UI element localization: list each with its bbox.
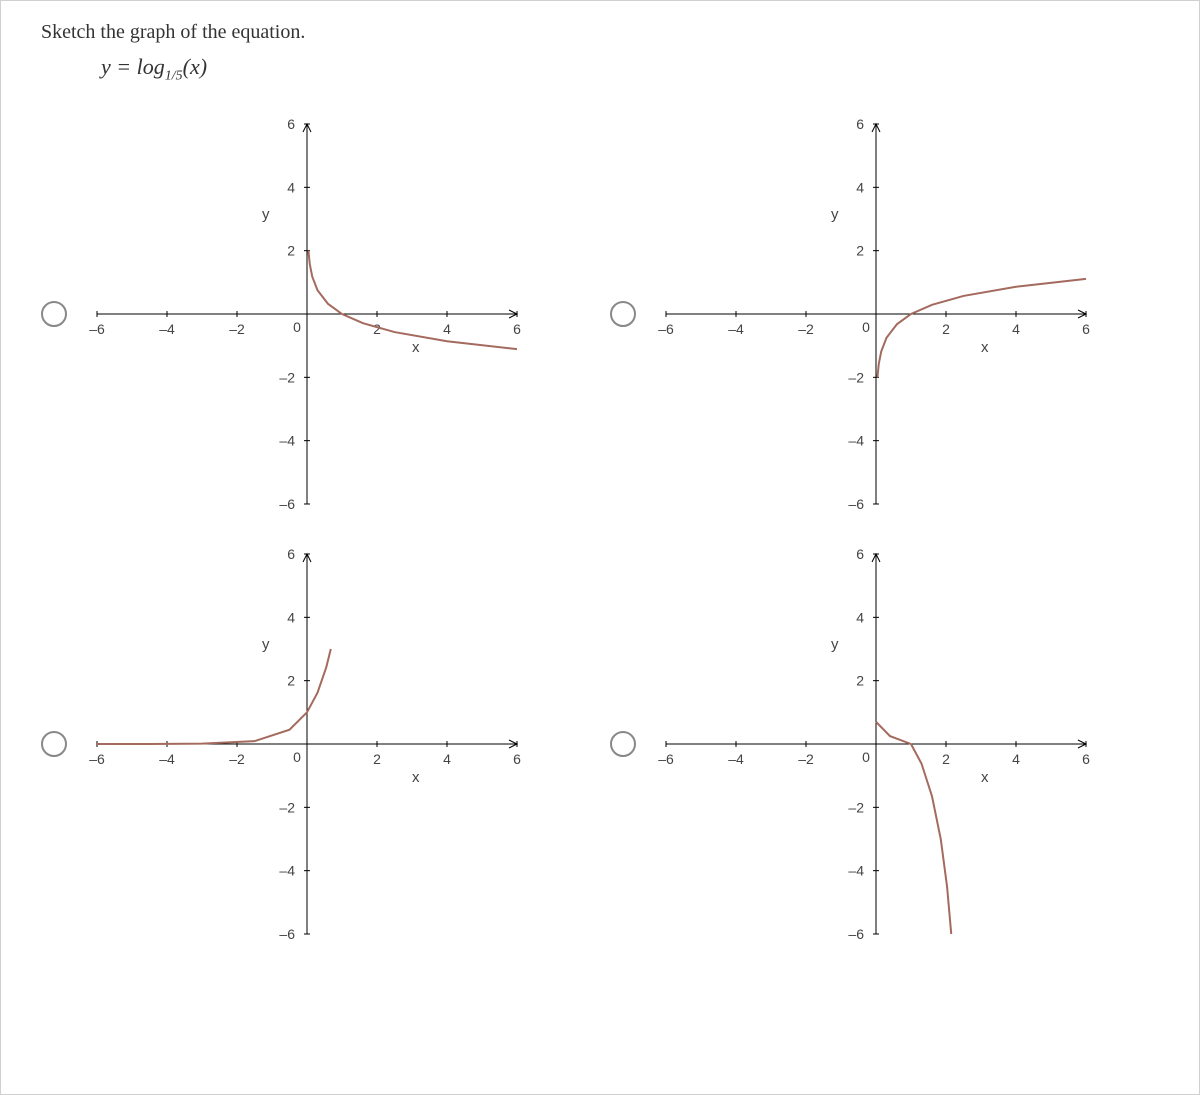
answer-option[interactable]: –6 –4 –2 2 4 6 –6 –4 –2 2 4 6 0 x y: [41, 544, 590, 944]
x-axis-label: x: [412, 769, 420, 786]
y-tick-label: 2: [287, 243, 295, 259]
origin-label: 0: [293, 749, 301, 765]
radio-button[interactable]: [610, 731, 636, 757]
x-tick-label: –6: [658, 751, 674, 767]
y-tick-label: 6: [287, 546, 295, 562]
x-axis-label: x: [412, 339, 420, 356]
y-tick-label: –2: [279, 800, 295, 816]
curve: [877, 279, 1086, 377]
x-tick-label: 4: [443, 751, 451, 767]
equation: y = log1/5(x): [101, 54, 1159, 84]
radio-button[interactable]: [610, 301, 636, 327]
x-tick-label: –6: [89, 321, 105, 337]
y-tick-label: –2: [848, 800, 864, 816]
y-tick-label: 4: [856, 180, 864, 196]
chart-svg: –6 –4 –2 2 4 6 –6 –4 –2 2 4 6 0 x y: [87, 544, 527, 944]
x-tick-label: –2: [798, 751, 814, 767]
answer-option[interactable]: –6 –4 –2 2 4 6 –6 –4 –2 2 4 6 0 x y: [610, 114, 1159, 514]
y-tick-label: 2: [856, 243, 864, 259]
x-tick-label: –2: [229, 751, 245, 767]
x-tick-label: –6: [658, 321, 674, 337]
y-tick-label: –4: [848, 863, 864, 879]
x-tick-label: 6: [513, 751, 521, 767]
chart-svg: –6 –4 –2 2 4 6 –6 –4 –2 2 4 6 0 x y: [656, 114, 1096, 514]
x-tick-label: 2: [942, 751, 950, 767]
x-tick-label: –2: [798, 321, 814, 337]
y-axis-label: y: [262, 206, 270, 223]
equation-arg: (x): [183, 54, 207, 79]
options-grid: –6 –4 –2 2 4 6 –6 –4 –2 2 4 6 0 x y –6 –4 –2 2 4 6 –6 –4 –2 2 4 6 0…: [41, 114, 1159, 944]
chart-container: –6 –4 –2 2 4 6 –6 –4 –2 2 4 6 0 x y: [656, 544, 1159, 944]
question-prompt: Sketch the graph of the equation.: [41, 21, 1159, 44]
y-tick-label: 2: [287, 673, 295, 689]
y-axis-label: y: [831, 206, 839, 223]
curve: [97, 649, 331, 744]
y-tick-label: 6: [856, 546, 864, 562]
y-tick-label: –6: [848, 496, 864, 512]
x-axis-label: x: [981, 339, 989, 356]
x-tick-label: –2: [229, 321, 245, 337]
answer-option[interactable]: –6 –4 –2 2 4 6 –6 –4 –2 2 4 6 0 x y: [41, 114, 590, 514]
x-tick-label: 2: [373, 321, 381, 337]
curve: [876, 722, 951, 934]
y-tick-label: 6: [287, 116, 295, 132]
chart-svg: –6 –4 –2 2 4 6 –6 –4 –2 2 4 6 0 x y: [87, 114, 527, 514]
x-tick-label: 2: [373, 751, 381, 767]
y-tick-label: –2: [279, 370, 295, 386]
x-tick-label: 4: [1012, 321, 1020, 337]
x-tick-label: 4: [1012, 751, 1020, 767]
chart-container: –6 –4 –2 2 4 6 –6 –4 –2 2 4 6 0 x y: [87, 114, 590, 514]
origin-label: 0: [862, 749, 870, 765]
chart-svg: –6 –4 –2 2 4 6 –6 –4 –2 2 4 6 0 x y: [656, 544, 1096, 944]
radio-button[interactable]: [41, 731, 67, 757]
chart-container: –6 –4 –2 2 4 6 –6 –4 –2 2 4 6 0 x y: [656, 114, 1159, 514]
y-tick-label: 4: [856, 610, 864, 626]
x-tick-label: –4: [728, 751, 744, 767]
origin-label: 0: [293, 319, 301, 335]
y-tick-label: –4: [848, 433, 864, 449]
origin-label: 0: [862, 319, 870, 335]
curve: [308, 251, 517, 349]
chart-container: –6 –4 –2 2 4 6 –6 –4 –2 2 4 6 0 x y: [87, 544, 590, 944]
y-tick-label: 4: [287, 610, 295, 626]
x-tick-label: 6: [513, 321, 521, 337]
y-tick-label: –6: [279, 926, 295, 942]
equation-subscript: 1/5: [165, 68, 183, 83]
y-tick-label: –6: [279, 496, 295, 512]
x-tick-label: 6: [1082, 751, 1090, 767]
answer-option[interactable]: –6 –4 –2 2 4 6 –6 –4 –2 2 4 6 0 x y: [610, 544, 1159, 944]
y-tick-label: –2: [848, 370, 864, 386]
y-tick-label: 4: [287, 180, 295, 196]
equation-prefix: y = log: [101, 54, 165, 79]
x-axis-label: x: [981, 769, 989, 786]
y-tick-label: 6: [856, 116, 864, 132]
x-tick-label: 4: [443, 321, 451, 337]
x-tick-label: –4: [728, 321, 744, 337]
x-tick-label: –4: [159, 321, 175, 337]
radio-button[interactable]: [41, 301, 67, 327]
question-container: Sketch the graph of the equation. y = lo…: [0, 0, 1200, 1095]
x-tick-label: –6: [89, 751, 105, 767]
y-tick-label: –6: [848, 926, 864, 942]
x-tick-label: 6: [1082, 321, 1090, 337]
y-tick-label: 2: [856, 673, 864, 689]
y-axis-label: y: [262, 636, 270, 653]
y-tick-label: –4: [279, 863, 295, 879]
x-tick-label: –4: [159, 751, 175, 767]
x-tick-label: 2: [942, 321, 950, 337]
y-axis-label: y: [831, 636, 839, 653]
y-tick-label: –4: [279, 433, 295, 449]
